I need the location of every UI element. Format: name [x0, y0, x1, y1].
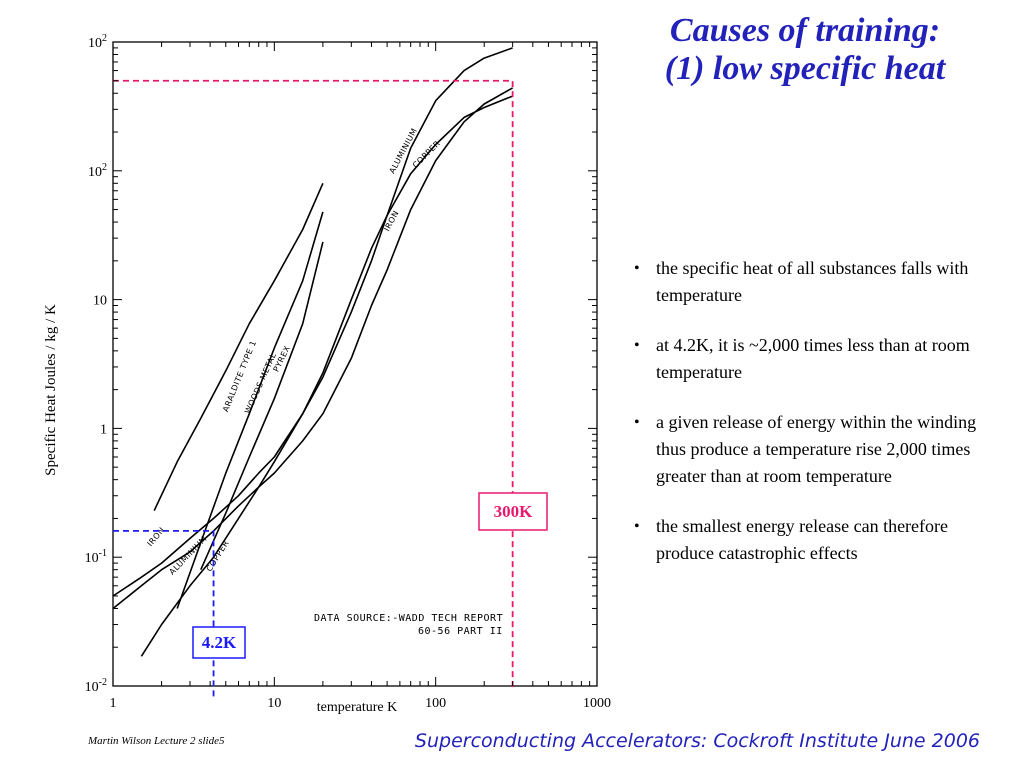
- bullet-list: • the specific heat of all substances fal…: [632, 255, 997, 590]
- bullet-item: • at 4.2K, it is ~2,000 times less than a…: [632, 332, 997, 386]
- curve-label: IRON: [146, 525, 167, 548]
- title-line-1: Causes of training:: [669, 12, 941, 49]
- data-source-line-1: DATA SOURCE:-WADD TECH REPORT: [314, 613, 503, 624]
- bullet-text: a given release of energy within the win…: [656, 412, 977, 486]
- x-tick-label: 1000: [583, 696, 611, 711]
- slide-title: Causes of training: (1) low specific hea…: [600, 12, 1010, 88]
- x-tick-label: 100: [425, 696, 446, 711]
- bullet-item: • a given release of energy within the wi…: [632, 409, 997, 490]
- chart-labels: temperature K Specific Heat Joules / kg …: [43, 304, 503, 715]
- axis-ticks: 1 10 100 1000 10-2 10-1 1 10 102 102: [85, 33, 611, 711]
- callout-4k-text: 4.2K: [202, 633, 237, 652]
- curve-woods-metal: [176, 211, 324, 609]
- bullet-dot-icon: •: [634, 414, 640, 431]
- y-tick-label: 1: [100, 422, 107, 437]
- curve-copper: [140, 95, 513, 657]
- plot-border: [112, 41, 598, 687]
- bullet-text: at 4.2K, it is ~2,000 times less than at…: [656, 335, 970, 382]
- data-source-line-2: 60-56 PART II: [418, 626, 503, 637]
- ref-line-300k: [113, 79, 514, 688]
- bullet-item: • the smallest energy release can therefo…: [632, 513, 997, 567]
- footer-event: Superconducting Accelerators: Cockroft I…: [414, 730, 980, 752]
- y-tick-label: 102: [88, 33, 107, 51]
- curve-aluminium: [112, 47, 513, 597]
- bullet-dot-icon: •: [634, 518, 640, 535]
- curve-label: COPPER: [205, 539, 231, 574]
- curve-iron: [112, 87, 513, 610]
- curve-label: COPPER: [411, 139, 442, 170]
- plot-frame: [112, 41, 598, 687]
- bullet-item: • the specific heat of all substances fal…: [632, 255, 997, 309]
- curve-araldite-type-1: [153, 182, 324, 511]
- x-tick-label: 10: [267, 696, 281, 711]
- title-line-2: (1) low specific heat: [664, 50, 946, 87]
- bullet-text: the smallest energy release can therefor…: [656, 516, 949, 563]
- bullet-dot-icon: •: [634, 337, 640, 354]
- callout-4k-box: [192, 626, 246, 659]
- temperature-callouts: 4.2K 300K: [192, 492, 548, 659]
- callout-300k-text: 300K: [494, 502, 534, 521]
- data-curves: ALUMINIUMALUMINIUMCOPPERCOPPERIRONIRONAR…: [112, 47, 513, 657]
- x-tick-label: 1: [110, 696, 117, 711]
- y-tick-label: 10-1: [85, 548, 107, 566]
- bullet-dot-icon: •: [634, 260, 640, 277]
- y-tick-label: 10: [93, 294, 107, 309]
- callout-300k-box: [478, 492, 548, 531]
- y-axis-label: Specific Heat Joules / kg / K: [43, 304, 59, 476]
- footer-author: Martin Wilson Lecture 2 slide5: [88, 735, 225, 747]
- bullet-text: the specific heat of all substances fall…: [656, 258, 969, 305]
- reference-lines: [113, 79, 514, 700]
- ref-line-4k: [113, 530, 215, 700]
- y-tick-label: 102: [88, 162, 107, 180]
- y-tick-label: 10-2: [85, 677, 107, 695]
- x-axis-label: temperature K: [317, 700, 397, 715]
- curve-pyrex: [200, 241, 324, 571]
